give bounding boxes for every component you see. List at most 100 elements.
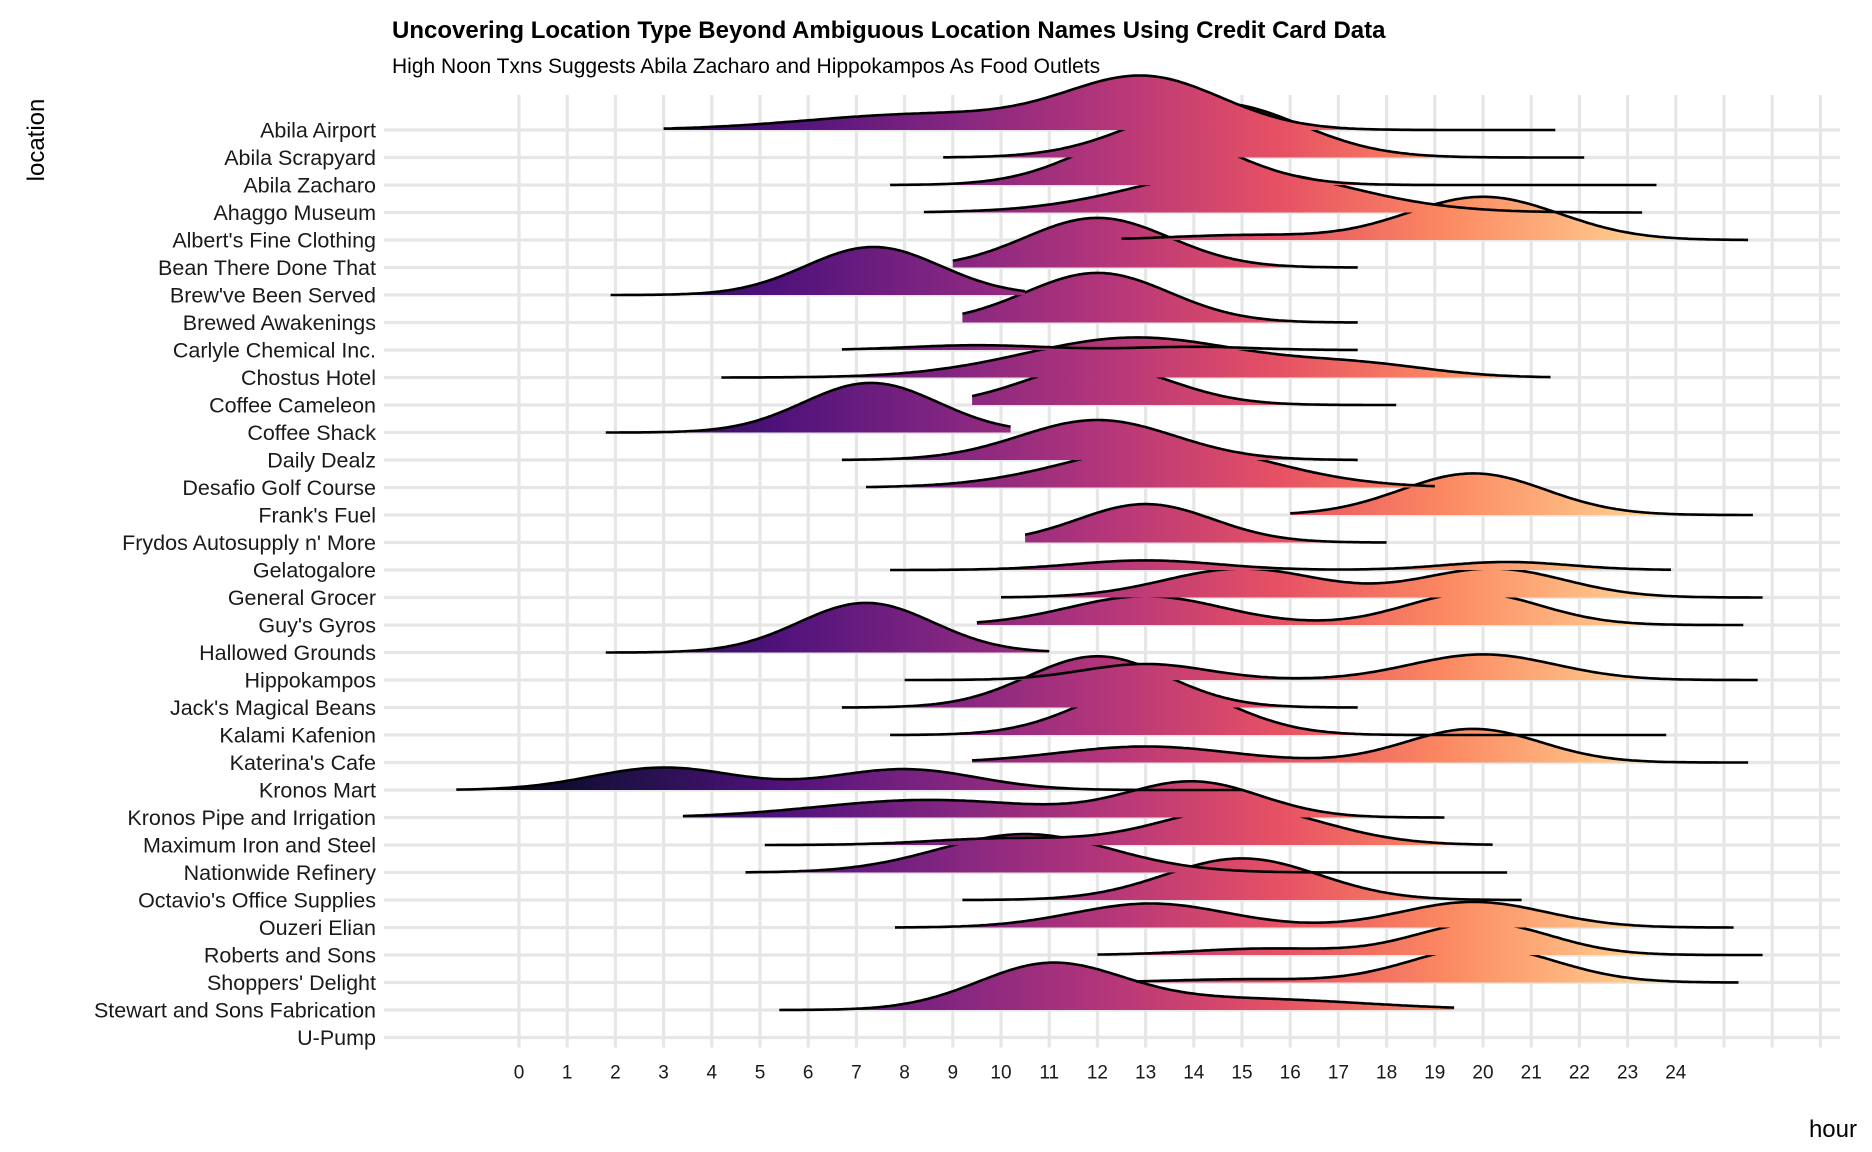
- location-label: Albert's Fine Clothing: [172, 229, 376, 253]
- ridge-outline: [682, 780, 1445, 819]
- x-tick-label: 6: [803, 1063, 814, 1084]
- ridge-fill: [1025, 504, 1387, 543]
- ridge-fill: [605, 382, 1011, 433]
- ridge-fill: [890, 683, 1667, 735]
- ridge-fill: [1097, 922, 1763, 955]
- x-axis-title: hour: [1809, 1116, 1857, 1143]
- ridge-outline: [721, 336, 1551, 379]
- location-label: Ouzeri Elian: [259, 916, 376, 940]
- x-tick-label: 17: [1328, 1063, 1349, 1084]
- ridge-fill: [456, 767, 1242, 790]
- location-label: Chostus Hotel: [241, 366, 376, 390]
- x-tick-label: 2: [610, 1063, 621, 1084]
- ridge-outline: [952, 216, 1358, 269]
- ridge-outline: [1097, 921, 1763, 957]
- location-label: General Grocer: [228, 586, 376, 610]
- ridge-outline: [456, 766, 1242, 792]
- location-label: Kronos Mart: [259, 779, 376, 803]
- x-tick-label: 0: [514, 1063, 525, 1084]
- ridge-fill: [962, 272, 1358, 323]
- location-label: Abila Airport: [260, 119, 376, 143]
- ridge-fill: [764, 808, 1493, 845]
- x-tick-label: 15: [1231, 1063, 1252, 1084]
- ridge-outline: [764, 806, 1493, 847]
- location-label: Stewart and Sons Fabrication: [94, 999, 376, 1023]
- location-label: Hippokampos: [245, 669, 376, 693]
- ridge-fill: [1136, 947, 1739, 983]
- x-tick-label: 19: [1424, 1063, 1445, 1084]
- ridge-outline: [890, 130, 1657, 187]
- ridge-outline: [962, 857, 1522, 902]
- ridge-fill: [1290, 473, 1753, 515]
- ridge-outline: [904, 653, 1758, 682]
- ridge-outline: [605, 601, 1050, 654]
- x-tick-label: 20: [1472, 1063, 1493, 1084]
- x-tick-label: 9: [948, 1063, 959, 1084]
- ridge-outline: [890, 559, 1671, 572]
- x-tick-label: 3: [658, 1063, 669, 1084]
- location-label: Carlyle Chemical Inc.: [173, 339, 376, 363]
- location-label: Abila Scrapyard: [224, 146, 376, 170]
- location-label: Octavio's Office Supplies: [138, 889, 376, 913]
- ridge-outline: [779, 961, 1455, 1012]
- ridge-outline: [943, 101, 1585, 159]
- x-tick-label: 14: [1183, 1063, 1205, 1084]
- x-tick-label: 10: [990, 1063, 1011, 1084]
- ridge-fill: [779, 962, 1455, 1010]
- ridge-outline: [841, 418, 1358, 462]
- x-tick-label: 21: [1521, 1063, 1542, 1084]
- x-tick-label: 8: [899, 1063, 910, 1084]
- ridge-outline: [1290, 472, 1753, 517]
- location-label: Ahaggo Museum: [213, 201, 376, 225]
- ridge-outline: [895, 900, 1734, 929]
- location-label: Maximum Iron and Steel: [143, 834, 376, 858]
- ridge-fill: [890, 560, 1671, 570]
- ridge-fill: [890, 132, 1657, 185]
- x-tick-label: 11: [1039, 1063, 1059, 1084]
- x-tick-label: 12: [1087, 1063, 1108, 1084]
- x-tick-label: 5: [755, 1063, 766, 1084]
- ridge-fill: [952, 217, 1358, 268]
- ridge-fill: [721, 337, 1551, 378]
- location-label: Coffee Shack: [247, 421, 376, 445]
- ridge-fill: [1121, 196, 1749, 240]
- ridge-fill: [943, 103, 1585, 158]
- ridge-fill: [972, 728, 1749, 763]
- ridge-outline: [605, 381, 1011, 434]
- ridge-outline: [1000, 567, 1763, 599]
- ridge-fill: [663, 75, 1556, 130]
- location-label: Frydos Autosupply n' More: [122, 531, 376, 555]
- location-label: Shoppers' Delight: [207, 971, 376, 995]
- ridge-fill: [904, 654, 1758, 680]
- location-label: Brew've Been Served: [170, 284, 376, 308]
- ridge-fill: [610, 247, 1026, 295]
- location-label: Nationwide Refinery: [184, 861, 377, 885]
- ridge-outline: [841, 655, 1358, 709]
- location-label: U-Pump: [297, 1026, 376, 1050]
- ridge-outline: [962, 271, 1358, 324]
- location-label: Jack's Magical Beans: [170, 696, 376, 720]
- x-tick-label: 18: [1376, 1063, 1397, 1084]
- location-label: Roberts and Sons: [204, 944, 376, 968]
- location-label: Gelatogalore: [253, 559, 376, 583]
- location-label: Daily Dealz: [267, 449, 376, 473]
- location-label: Hallowed Grounds: [199, 641, 376, 665]
- location-label: Abila Zacharo: [243, 174, 376, 198]
- location-label: Coffee Cameleon: [209, 394, 376, 418]
- location-label: Bean There Done That: [158, 256, 376, 280]
- x-tick-label: 4: [707, 1063, 718, 1084]
- location-label: Brewed Awakenings: [183, 311, 376, 335]
- location-label: Desafio Golf Course: [182, 476, 376, 500]
- ridge-outline: [890, 682, 1667, 737]
- ridge-fill: [682, 781, 1445, 818]
- x-tick-label: 22: [1569, 1063, 1590, 1084]
- x-tick-label: 16: [1280, 1063, 1301, 1084]
- ridge-outline: [745, 832, 1508, 874]
- ridge-outline: [610, 245, 1026, 297]
- ridge-outline: [841, 343, 1358, 352]
- ridges-layer: [456, 74, 1763, 1012]
- location-label: Kronos Pipe and Irrigation: [127, 806, 376, 830]
- x-tick-label: 24: [1665, 1063, 1687, 1084]
- ridge-fill: [962, 858, 1522, 900]
